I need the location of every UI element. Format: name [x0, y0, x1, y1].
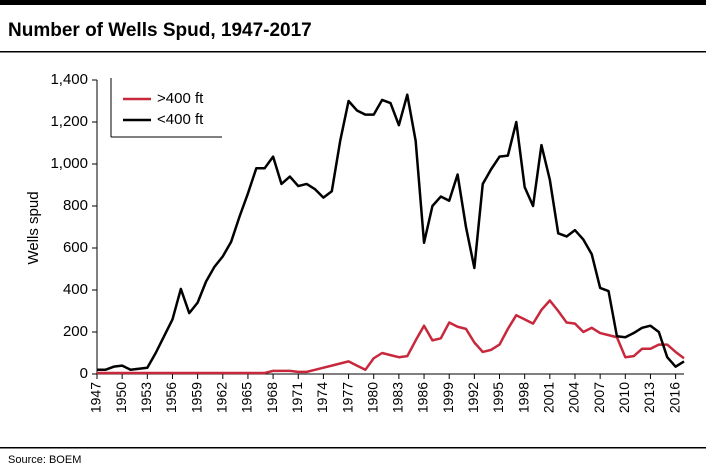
- x-tick-label: 1950: [113, 382, 129, 413]
- y-tick-label: 800: [63, 197, 88, 214]
- x-tick-label: 1986: [415, 382, 431, 413]
- x-tick-label: 1962: [213, 382, 229, 413]
- x-tick-label: 2007: [591, 382, 607, 413]
- top-rule: [0, 0, 706, 5]
- series-line: [97, 93, 685, 372]
- y-tick-label: 200: [63, 323, 88, 340]
- x-tick-label: 1974: [314, 382, 330, 413]
- x-tick-label: 1968: [264, 382, 280, 413]
- x-tick-label: 1999: [440, 382, 456, 413]
- legend-label: >400 ft: [157, 90, 204, 107]
- x-tick-label: 1965: [239, 382, 255, 413]
- bottom-rule: [0, 447, 706, 449]
- x-tick-label: 1947: [88, 382, 104, 413]
- y-tick-label: 1,200: [50, 113, 88, 130]
- source: Source: BOEM: [8, 454, 81, 466]
- y-tick-label: 600: [63, 239, 88, 256]
- y-axis-label: Wells spud: [25, 191, 42, 264]
- y-tick-label: 400: [63, 281, 88, 298]
- x-tick-label: 1995: [490, 382, 506, 413]
- x-tick-label: 2004: [566, 382, 582, 413]
- y-tick-label: 0: [80, 365, 88, 382]
- y-tick-label: 1,400: [50, 71, 88, 88]
- x-tick-label: 2013: [641, 382, 657, 413]
- x-tick-label: 1956: [163, 382, 179, 413]
- x-tick-label: 2001: [541, 382, 557, 413]
- x-tick-label: 2016: [666, 382, 682, 413]
- x-tick-label: 1983: [390, 382, 406, 413]
- series-line: [97, 299, 685, 375]
- chart-title: Number of Wells Spud, 1947-2017: [8, 20, 312, 41]
- x-tick-label: 1992: [465, 382, 481, 413]
- y-tick-label: 1,000: [50, 155, 88, 172]
- x-tick-label: 1959: [188, 382, 204, 413]
- x-tick-label: 1998: [515, 382, 531, 413]
- x-tick-label: 2010: [616, 382, 632, 413]
- title-rule: [0, 51, 706, 53]
- x-tick-label: 1980: [364, 382, 380, 413]
- legend-label: <400 ft: [157, 111, 204, 128]
- x-tick-label: 1977: [339, 382, 355, 413]
- x-tick-label: 1971: [289, 382, 305, 413]
- x-tick-label: 1953: [138, 382, 154, 413]
